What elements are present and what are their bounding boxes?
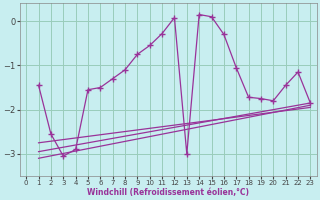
X-axis label: Windchill (Refroidissement éolien,°C): Windchill (Refroidissement éolien,°C) bbox=[87, 188, 249, 197]
